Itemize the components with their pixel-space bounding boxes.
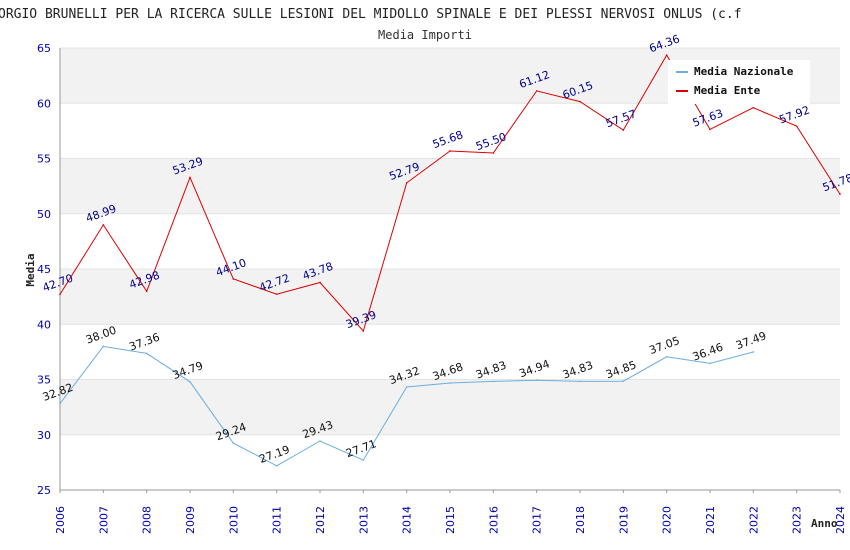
x-tick-label: 2010 (227, 506, 240, 534)
grid-band (60, 324, 840, 380)
x-tick-label: 2024 (834, 506, 847, 534)
x-tick-labels: 2006 2007 2008 2009 2010 2011 2012 2013 2014 2015… (54, 490, 847, 534)
data-point (189, 381, 191, 383)
grid-bands (60, 47, 840, 491)
data-point (232, 442, 235, 444)
data-point (535, 379, 538, 381)
x-tick-label: 2021 (704, 506, 717, 534)
data-point (102, 224, 105, 226)
x-tick-label: 2020 (661, 506, 674, 534)
grid-band (60, 269, 840, 325)
x-tick-label: 2007 (97, 506, 110, 534)
grid-band (60, 434, 840, 490)
data-point (752, 106, 755, 109)
chart-title: ORGIO BRUNELLI PER LA RICERCA SULLE LESI… (0, 7, 742, 22)
legend-box (668, 60, 810, 104)
data-point (362, 459, 365, 461)
data-point (362, 330, 365, 332)
data-point (59, 402, 61, 405)
data-point (579, 380, 581, 383)
x-tick-label: 2006 (54, 506, 67, 534)
y-tick-label: 25 (37, 484, 51, 497)
data-point (709, 128, 711, 131)
data-point (709, 362, 711, 365)
legend: Media Nazionale Media Ente (668, 60, 810, 104)
data-point (795, 125, 798, 128)
x-tick-label: 2017 (531, 506, 544, 534)
data-point (275, 293, 278, 295)
data-point (232, 278, 235, 280)
data-point (622, 380, 625, 382)
chart-subtitle: Media Importi (378, 28, 472, 42)
y-tick-label: 50 (37, 208, 51, 221)
data-point (59, 293, 61, 296)
data-point (405, 386, 408, 388)
y-axis-label: Media (24, 253, 37, 286)
y-tick-label: 35 (37, 374, 51, 387)
data-point (579, 100, 581, 103)
data-point (189, 176, 191, 179)
grid-band (60, 158, 840, 214)
x-tick-label: 2022 (747, 506, 760, 534)
x-axis-label: Anno (811, 517, 838, 530)
y-tick-labels: 25 30 35 40 45 50 55 60 65 (37, 42, 51, 497)
x-tick-label: 2016 (487, 506, 500, 534)
x-tick-label: 2023 (791, 506, 804, 534)
data-point (145, 352, 148, 355)
data-point (752, 351, 755, 353)
data-point (405, 182, 408, 184)
data-point (492, 380, 495, 383)
data-point (449, 382, 451, 384)
grid-band (60, 103, 840, 159)
data-point (319, 440, 321, 442)
data-point (535, 90, 538, 92)
x-tick-label: 2009 (184, 506, 197, 534)
series-lines (59, 54, 841, 467)
x-tick-label: 2014 (401, 506, 414, 534)
data-point (145, 290, 148, 293)
x-tick-label: 2018 (574, 506, 587, 534)
x-tick-label: 2012 (314, 506, 327, 534)
data-point (449, 150, 451, 152)
y-tick-label: 65 (37, 42, 51, 55)
data-point (319, 281, 321, 284)
y-tick-label: 30 (37, 429, 51, 442)
grid-band (60, 379, 840, 435)
x-tick-label: 2008 (141, 506, 154, 534)
x-tick-label: 2011 (271, 506, 284, 534)
y-tick-label: 60 (37, 97, 51, 110)
grid-band (60, 213, 840, 269)
data-point (665, 356, 668, 358)
y-tick-label: 40 (37, 318, 51, 331)
data-point (665, 54, 668, 56)
x-tick-label: 2019 (617, 506, 630, 534)
x-tick-label: 2013 (357, 506, 370, 534)
data-point (622, 129, 625, 131)
data-point (492, 152, 495, 154)
data-point (275, 465, 278, 467)
x-tick-label: 2015 (444, 506, 457, 534)
data-point (839, 193, 841, 195)
data-point (102, 345, 105, 348)
y-tick-label: 55 (37, 153, 51, 166)
legend-label-nazionale: Media Nazionale (694, 65, 794, 78)
y-tick-label: 45 (37, 263, 51, 276)
legend-label-ente: Media Ente (694, 84, 761, 97)
